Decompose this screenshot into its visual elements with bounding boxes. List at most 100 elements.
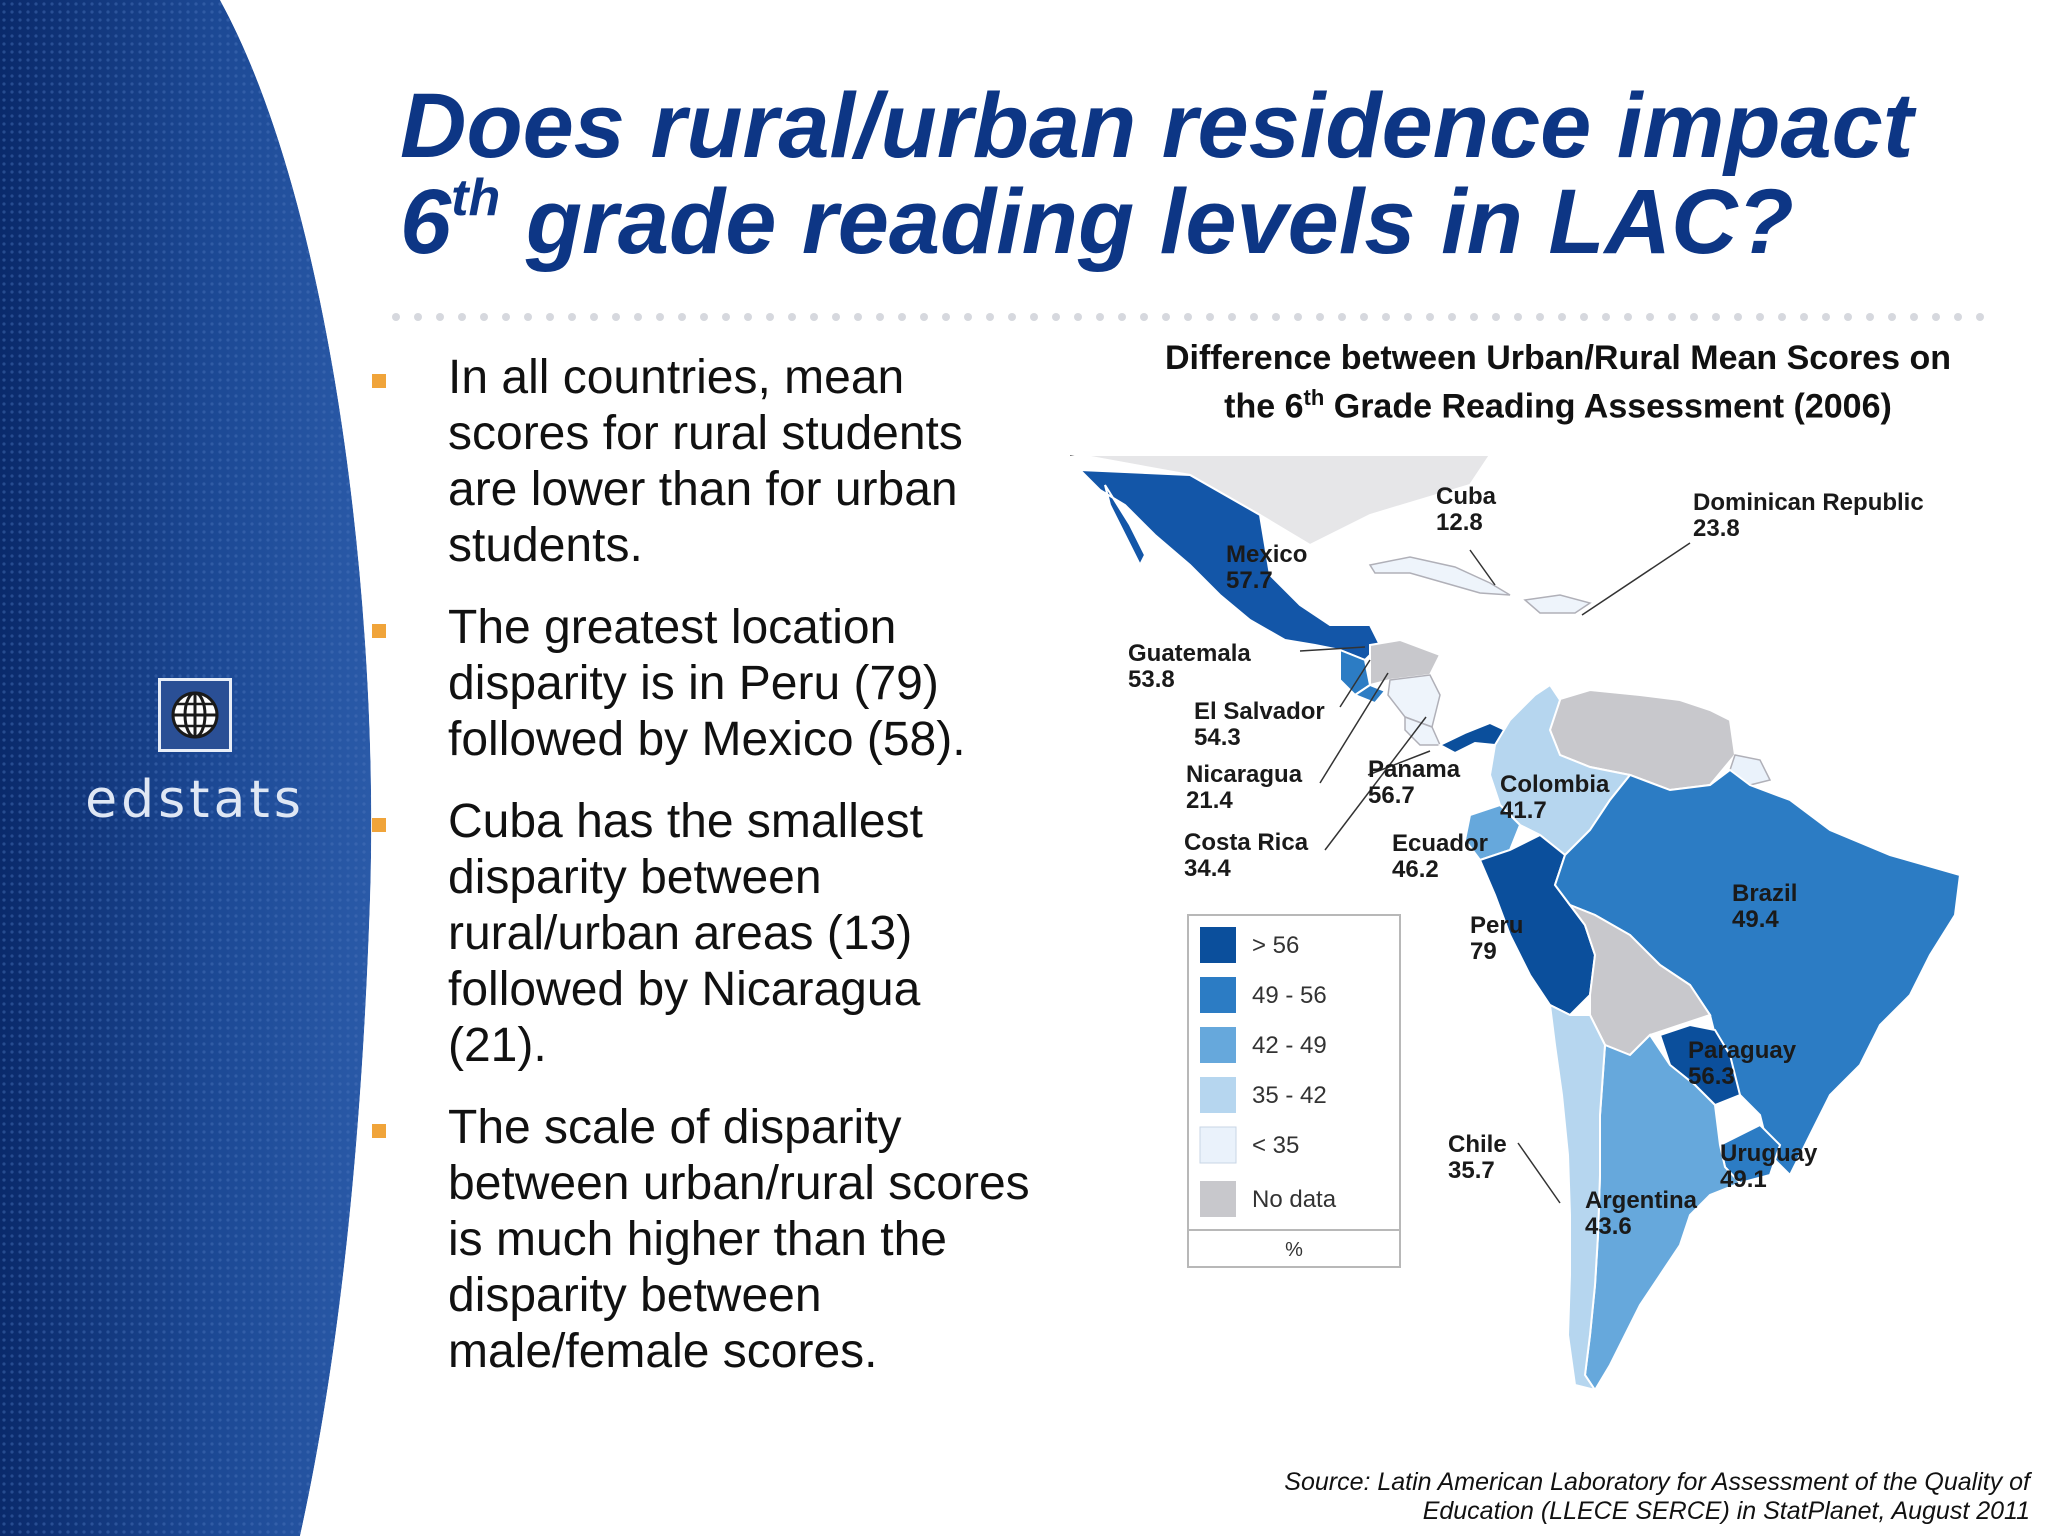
divider-dot bbox=[392, 313, 400, 321]
map-title-line-1: Difference between Urban/Rural Mean Scor… bbox=[1165, 339, 1951, 377]
divider-dot bbox=[964, 313, 972, 321]
divider-dot bbox=[1756, 313, 1764, 321]
divider-dot bbox=[458, 313, 466, 321]
label-panama-name: Panama bbox=[1368, 756, 1461, 783]
legend-swatch-4 bbox=[1200, 1077, 1236, 1113]
divider-dot bbox=[1624, 313, 1632, 321]
label-nicaragua-value: 21.4 bbox=[1186, 787, 1233, 814]
label-colombia-value: 41.7 bbox=[1500, 797, 1547, 824]
source-line-2: Education (LLECE SERCE) in StatPlanet, A… bbox=[1422, 1497, 2030, 1525]
divider-dot bbox=[1360, 313, 1368, 321]
divider-dot bbox=[1602, 313, 1610, 321]
map-title-line-2-post: Grade Reading Assessment (2006) bbox=[1324, 387, 1892, 426]
divider-dot bbox=[1778, 313, 1786, 321]
leader-line-nicaragua bbox=[1319, 672, 1389, 784]
edstats-logo: edstats bbox=[60, 678, 330, 830]
label-dominican-republic-value: 23.8 bbox=[1693, 515, 1740, 542]
divider-dot bbox=[1558, 313, 1566, 321]
legend-swatch-3 bbox=[1200, 1027, 1236, 1063]
label-ecuador-value: 46.2 bbox=[1392, 856, 1439, 883]
label-argentina-name: Argentina bbox=[1585, 1187, 1698, 1214]
legend-label-2: 49 - 56 bbox=[1252, 982, 1327, 1009]
title-grade-number: 6 bbox=[400, 171, 452, 273]
divider-dot bbox=[414, 313, 422, 321]
divider-dot bbox=[1052, 313, 1060, 321]
divider-dot bbox=[546, 313, 554, 321]
map-title-line-2-pre: the 6 bbox=[1224, 387, 1304, 426]
bullet-item: Cuba has the smallest disparity between … bbox=[372, 794, 1032, 1074]
label-guatemala-value: 53.8 bbox=[1128, 666, 1175, 693]
bullet-text: In all countries, mean scores for rural … bbox=[448, 351, 963, 572]
divider-dot bbox=[788, 313, 796, 321]
divider-dot bbox=[1162, 313, 1170, 321]
divider-dot bbox=[1514, 313, 1522, 321]
label-colombia-name: Colombia bbox=[1500, 771, 1610, 798]
label-mexico-name: Mexico bbox=[1226, 541, 1307, 568]
legend-label-4: 35 - 42 bbox=[1252, 1082, 1327, 1109]
leader-line-chile bbox=[1517, 1142, 1561, 1204]
divider-dot bbox=[1690, 313, 1698, 321]
legend-label-5: < 35 bbox=[1252, 1132, 1299, 1159]
label-dominican-republic-name: Dominican Republic bbox=[1693, 489, 1924, 516]
label-cuba-name: Cuba bbox=[1436, 483, 1497, 510]
legend-label-3: 42 - 49 bbox=[1252, 1032, 1327, 1059]
divider-dot bbox=[1822, 313, 1830, 321]
bullet-marker bbox=[372, 1124, 386, 1138]
leader-line-dominican-republic bbox=[1581, 542, 1691, 616]
divider-dot bbox=[810, 313, 818, 321]
legend-swatch-1 bbox=[1200, 927, 1236, 963]
divider-dot bbox=[656, 313, 664, 321]
divider-dot bbox=[590, 313, 598, 321]
divider-dot bbox=[1492, 313, 1500, 321]
divider-dot bbox=[1536, 313, 1544, 321]
divider-dot bbox=[1382, 313, 1390, 321]
logo-wordmark: edstats bbox=[85, 770, 305, 830]
dotted-divider bbox=[392, 313, 1984, 321]
divider-dot bbox=[832, 313, 840, 321]
divider-dot bbox=[1184, 313, 1192, 321]
divider-dot bbox=[568, 313, 576, 321]
label-costa-rica-name: Costa Rica bbox=[1184, 829, 1309, 856]
label-panama-value: 56.7 bbox=[1368, 782, 1415, 809]
label-el-salvador-name: El Salvador bbox=[1194, 698, 1325, 725]
bullet-text: The scale of disparity between urban/rur… bbox=[448, 1101, 1030, 1378]
divider-dot bbox=[1888, 313, 1896, 321]
divider-dot bbox=[1228, 313, 1236, 321]
title-superscript: th bbox=[451, 169, 501, 228]
divider-dot bbox=[1206, 313, 1214, 321]
bullet-marker bbox=[372, 624, 386, 638]
divider-dot bbox=[1118, 313, 1126, 321]
title-line-1: Does rural/urban residence impact bbox=[400, 75, 1914, 177]
divider-dot bbox=[1294, 313, 1302, 321]
divider-dot bbox=[1844, 313, 1852, 321]
bullet-item: The scale of disparity between urban/rur… bbox=[372, 1100, 1032, 1380]
bullet-item: The greatest location disparity is in Pe… bbox=[372, 600, 1032, 768]
title-line-2: grade reading levels in LAC? bbox=[500, 171, 1794, 273]
divider-dot bbox=[986, 313, 994, 321]
legend-label-6: No data bbox=[1252, 1186, 1337, 1213]
slide-title: Does rural/urban residence impact 6th gr… bbox=[400, 78, 2020, 270]
divider-dot bbox=[502, 313, 510, 321]
label-costa-rica-value: 34.4 bbox=[1184, 855, 1231, 882]
divider-dot bbox=[1668, 313, 1676, 321]
label-el-salvador-value: 54.3 bbox=[1194, 724, 1241, 751]
country-shape-cuba bbox=[1368, 556, 1511, 596]
divider-dot bbox=[1140, 313, 1148, 321]
country-shape-hispaniola bbox=[1523, 594, 1592, 614]
divider-dot bbox=[1646, 313, 1654, 321]
label-ecuador-name: Ecuador bbox=[1392, 830, 1488, 857]
bullet-text: The greatest location disparity is in Pe… bbox=[448, 601, 966, 766]
divider-dot bbox=[1008, 313, 1016, 321]
divider-dot bbox=[1404, 313, 1412, 321]
divider-dot bbox=[1250, 313, 1258, 321]
divider-dot bbox=[876, 313, 884, 321]
divider-dot bbox=[854, 313, 862, 321]
label-argentina-value: 43.6 bbox=[1585, 1213, 1632, 1240]
map-title-superscript: th bbox=[1303, 385, 1325, 410]
divider-dot bbox=[1096, 313, 1104, 321]
divider-dot bbox=[1712, 313, 1720, 321]
map-title: Difference between Urban/Rural Mean Scor… bbox=[1078, 338, 2038, 426]
country-shape-costa-rica bbox=[1404, 715, 1442, 746]
divider-dot bbox=[722, 313, 730, 321]
source-line-1: Source: Latin American Laboratory for As… bbox=[1284, 1468, 2030, 1496]
